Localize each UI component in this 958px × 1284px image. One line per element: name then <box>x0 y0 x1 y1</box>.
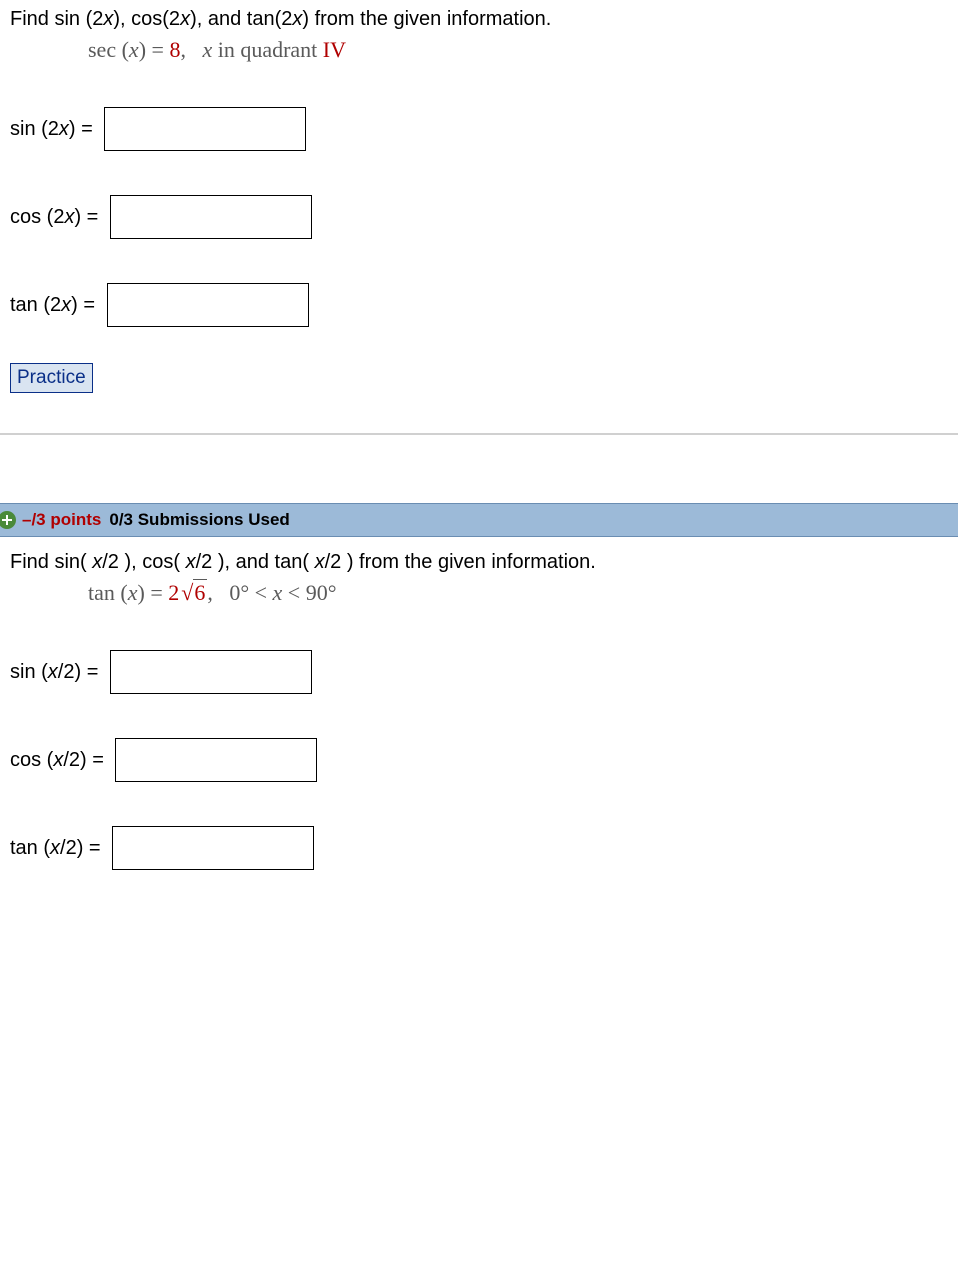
tan-x2-input[interactable] <box>112 826 314 870</box>
text: x <box>103 8 113 30</box>
q2-given: tan (x) = 2√6, 0° < x < 90° <box>88 580 948 606</box>
text: x <box>273 580 283 605</box>
q1-row-tan: tan (2x) = <box>10 283 948 327</box>
text: /2 ), cos( <box>102 551 185 573</box>
text: x <box>186 551 196 573</box>
text: /2) = <box>58 661 104 683</box>
text: x <box>50 837 60 859</box>
q2-row-tan: tan (x/2) = <box>10 826 948 870</box>
text: = <box>145 580 168 605</box>
text: ) = <box>74 206 103 228</box>
text: 2 <box>168 580 179 605</box>
text: x <box>64 206 74 228</box>
text: /2 ), and tan( <box>196 551 315 573</box>
text: ) = <box>69 118 98 140</box>
text: x <box>180 8 190 30</box>
practice-button[interactable]: Practice <box>10 363 93 393</box>
cos-2x-input[interactable] <box>110 195 312 239</box>
text: < 90° <box>282 580 336 605</box>
question-1: Find sin (2x), cos(2x), and tan(2x) from… <box>0 0 958 433</box>
text: sec <box>88 37 116 62</box>
answer-label: tan (x/2) = <box>10 837 106 860</box>
text: x <box>315 551 325 573</box>
text: 0° < <box>213 580 273 605</box>
text: /2 ) from the given information. <box>325 551 596 573</box>
sin-x2-input[interactable] <box>110 650 312 694</box>
answer-label: cos (2x) = <box>10 206 104 229</box>
text: Find sin (2 <box>10 8 103 30</box>
text: x <box>202 37 212 62</box>
answer-label: tan (2x) = <box>10 294 101 317</box>
text: sin ( <box>10 661 48 683</box>
text: x <box>129 37 139 62</box>
text: ) from the given information. <box>302 8 551 30</box>
text: x <box>61 294 71 316</box>
text: x <box>59 118 69 140</box>
q2-row-cos: cos (x/2) = <box>10 738 948 782</box>
text: x <box>128 580 138 605</box>
expand-icon[interactable] <box>0 511 16 529</box>
text: /2) = <box>63 749 109 771</box>
q2-prompt: Find sin( x/2 ), cos( x/2 ), and tan( x/… <box>10 551 948 574</box>
text: ), and tan(2 <box>190 8 292 30</box>
answer-label: sin (2x) = <box>10 118 98 141</box>
text: tan (2 <box>10 294 61 316</box>
answer-label: cos (x/2) = <box>10 749 109 772</box>
text: in quadrant <box>212 37 323 62</box>
text: ) = <box>71 294 100 316</box>
text: IV <box>323 37 346 62</box>
text: x <box>48 661 58 683</box>
q2-row-sin: sin (x/2) = <box>10 650 948 694</box>
text: tan ( <box>10 837 50 859</box>
text: x <box>92 551 102 573</box>
text: /2) = <box>60 837 106 859</box>
tan-2x-input[interactable] <box>107 283 309 327</box>
sqrt-icon: √6 <box>179 580 207 606</box>
submissions-text: 0/3 Submissions Used <box>109 510 289 530</box>
text: ), cos(2 <box>113 8 180 30</box>
text: 6 <box>193 579 207 605</box>
text: 8 <box>169 37 180 62</box>
question-2-header[interactable]: –/3 points 0/3 Submissions Used <box>0 503 958 537</box>
q1-prompt: Find sin (2x), cos(2x), and tan(2x) from… <box>10 8 948 31</box>
text: cos ( <box>10 749 53 771</box>
text <box>186 37 203 62</box>
text: tan <box>88 580 115 605</box>
text: Find sin( <box>10 551 92 573</box>
points-text: –/3 points <box>22 510 101 530</box>
q1-given: sec (x) = 8, x in quadrant IV <box>88 37 948 63</box>
spacer <box>0 435 958 503</box>
question-2: Find sin( x/2 ), cos( x/2 ), and tan( x/… <box>0 537 958 870</box>
text: x <box>292 8 302 30</box>
text: cos (2 <box>10 206 64 228</box>
text: = <box>146 37 169 62</box>
answer-label: sin (x/2) = <box>10 661 104 684</box>
sin-2x-input[interactable] <box>104 107 306 151</box>
text: sin (2 <box>10 118 59 140</box>
q1-row-cos: cos (2x) = <box>10 195 948 239</box>
cos-x2-input[interactable] <box>115 738 317 782</box>
q1-row-sin: sin (2x) = <box>10 107 948 151</box>
text: x <box>53 749 63 771</box>
